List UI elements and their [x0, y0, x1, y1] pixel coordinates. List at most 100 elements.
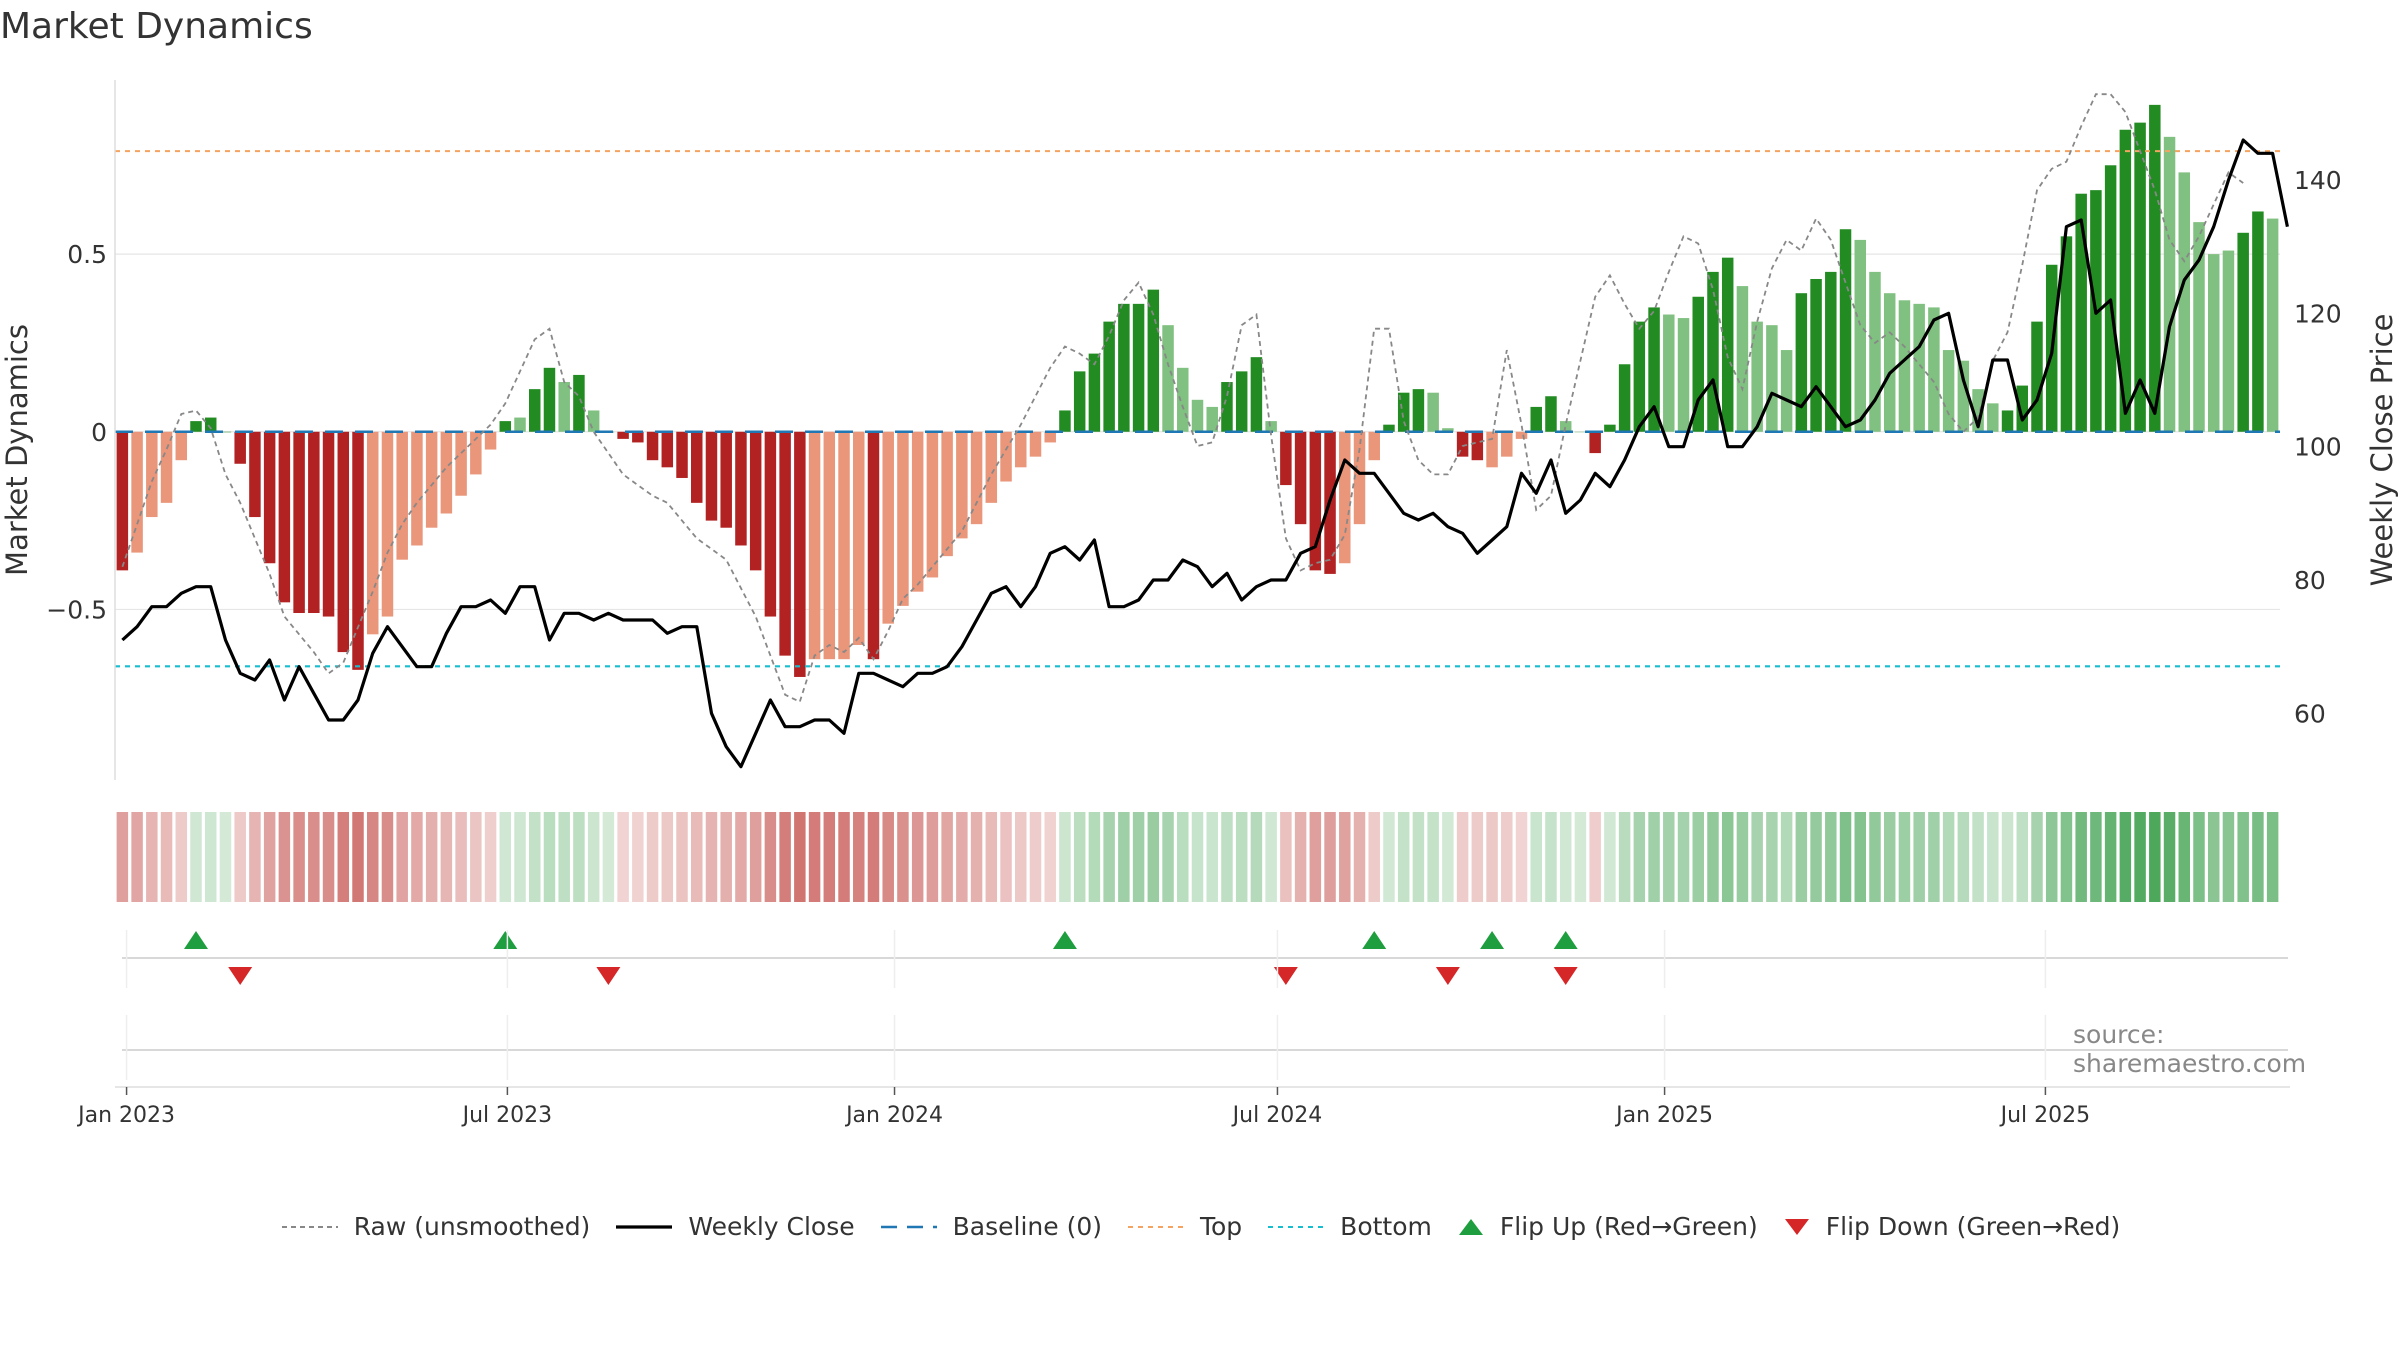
signal-cell [676, 812, 688, 902]
dynamics-bar [1898, 300, 1911, 432]
signal-cell [1118, 812, 1130, 902]
signal-cell [440, 812, 453, 902]
dynamics-bar [1663, 314, 1675, 432]
dynamics-bar [529, 389, 541, 432]
signal-cell [337, 812, 350, 902]
signal-cell [573, 812, 585, 902]
dynamics-bar [1692, 296, 1704, 432]
dynamics-bar [1839, 229, 1852, 432]
dynamics-bar [1545, 396, 1557, 432]
signal-cell [293, 812, 305, 902]
signal-cell [146, 812, 158, 902]
dynamics-bar [970, 431, 983, 525]
signal-cell [646, 812, 659, 902]
legend-label: Flip Up (Red→Green) [1499, 1212, 1758, 1241]
dynamics-bar [1250, 357, 1263, 432]
legend-label: Flip Down (Green→Red) [1825, 1212, 2121, 1241]
bottom-panel [115, 1049, 2290, 1088]
signal-cell [2252, 812, 2264, 902]
dynamics-bar [779, 431, 791, 656]
dynamics-bar [1515, 431, 1528, 439]
dynamics-bar [1147, 289, 1160, 432]
signal-cell [381, 812, 394, 902]
legend-label: Weekly Close [688, 1212, 855, 1241]
signal-cell [190, 812, 202, 902]
dynamics-bar [2060, 236, 2073, 432]
x-tick-label: Jul 2023 [461, 1103, 553, 1128]
dynamics-bar [1221, 382, 1233, 432]
dynamics-bar [1059, 410, 1071, 432]
dynamics-bar [587, 410, 600, 432]
signal-cell [425, 812, 438, 902]
signal-cell [1353, 812, 1366, 902]
signal-cell [1869, 812, 1881, 902]
signal-cell [617, 812, 629, 902]
signal-cell [1604, 812, 1616, 902]
signal-cell [2149, 812, 2161, 902]
close-series [121, 138, 2289, 769]
dynamics-bar [1825, 271, 1837, 432]
dynamics-bar [337, 431, 350, 653]
dynamics-bar [1501, 431, 1513, 457]
legend-item-flip-down: Flip Down (Green→Red) [1782, 1212, 2121, 1241]
flip-up-marker [1553, 931, 1578, 949]
dynamics-bar [425, 431, 438, 528]
raw-series [121, 93, 2244, 704]
dynamics-bar [1913, 303, 1925, 432]
signal-cell [1103, 812, 1115, 902]
signal-cell [720, 812, 732, 902]
dynamics-bar [2193, 222, 2205, 432]
dynamics-bar [116, 431, 129, 571]
dynamics-bar [1928, 307, 1940, 432]
signal-cell [396, 812, 408, 902]
legend-item-close: Weekly Close [614, 1212, 855, 1241]
signal-cell [1707, 812, 1719, 902]
dynamics-bar [219, 431, 232, 433]
signal-cell [1530, 812, 1542, 902]
y-tick-label-right: 60 [2294, 699, 2326, 728]
dynamics-bar [1015, 431, 1027, 468]
dynamics-bar [2031, 321, 2043, 432]
signal-cell [764, 812, 777, 902]
y-tick-label-right: 100 [2294, 433, 2342, 462]
dynamics-bar [1618, 364, 1631, 432]
dynamics-bar [1368, 431, 1380, 461]
signal-cell [1736, 812, 1749, 902]
dynamics-bar [720, 431, 732, 528]
signal-cell [1825, 812, 1837, 902]
signal-cell [1589, 812, 1601, 902]
dynamics-bar [1751, 321, 1763, 432]
signal-cell [1059, 812, 1071, 902]
dynamics-bar [249, 431, 261, 518]
signal-cell [499, 812, 512, 902]
dynamics-bar [160, 431, 173, 503]
dynamics-bar [455, 431, 467, 496]
dynamics-bar [2266, 218, 2279, 432]
signal-cell [1280, 812, 1292, 902]
signal-cell [1162, 812, 1174, 902]
dynamics-bar [1280, 431, 1292, 486]
signal-cell [1250, 812, 1263, 902]
signal-cell [1044, 812, 1056, 902]
dynamics-bar [2178, 172, 2191, 432]
legend-item-flip-up: Flip Up (Red→Green) [1456, 1212, 1758, 1241]
level-lines [115, 150, 2280, 668]
signal-cell [1501, 812, 1513, 902]
signal-cell [2045, 812, 2058, 902]
signal-cell [1795, 812, 1808, 902]
signal-cell [2193, 812, 2205, 902]
signal-cell [131, 812, 143, 902]
dynamics-bar [440, 431, 453, 514]
dynamics-bar [278, 431, 291, 603]
main-axes: −0.5 0 0.5 60 80 100 120 140 Market Dynamics Week… [0, 80, 2399, 780]
signal-cell [234, 812, 246, 902]
dynamics-bar [1987, 403, 1999, 432]
dynamics-bar [941, 431, 953, 557]
dynamics-bar [882, 431, 894, 624]
signal-cell [1972, 812, 1984, 902]
dynamics-bar [956, 431, 968, 539]
y-tick-label-left: 0.5 [67, 240, 107, 269]
dynamics-bar [1633, 321, 1646, 432]
signal-cell [2237, 812, 2249, 902]
signal-cell [263, 812, 276, 902]
